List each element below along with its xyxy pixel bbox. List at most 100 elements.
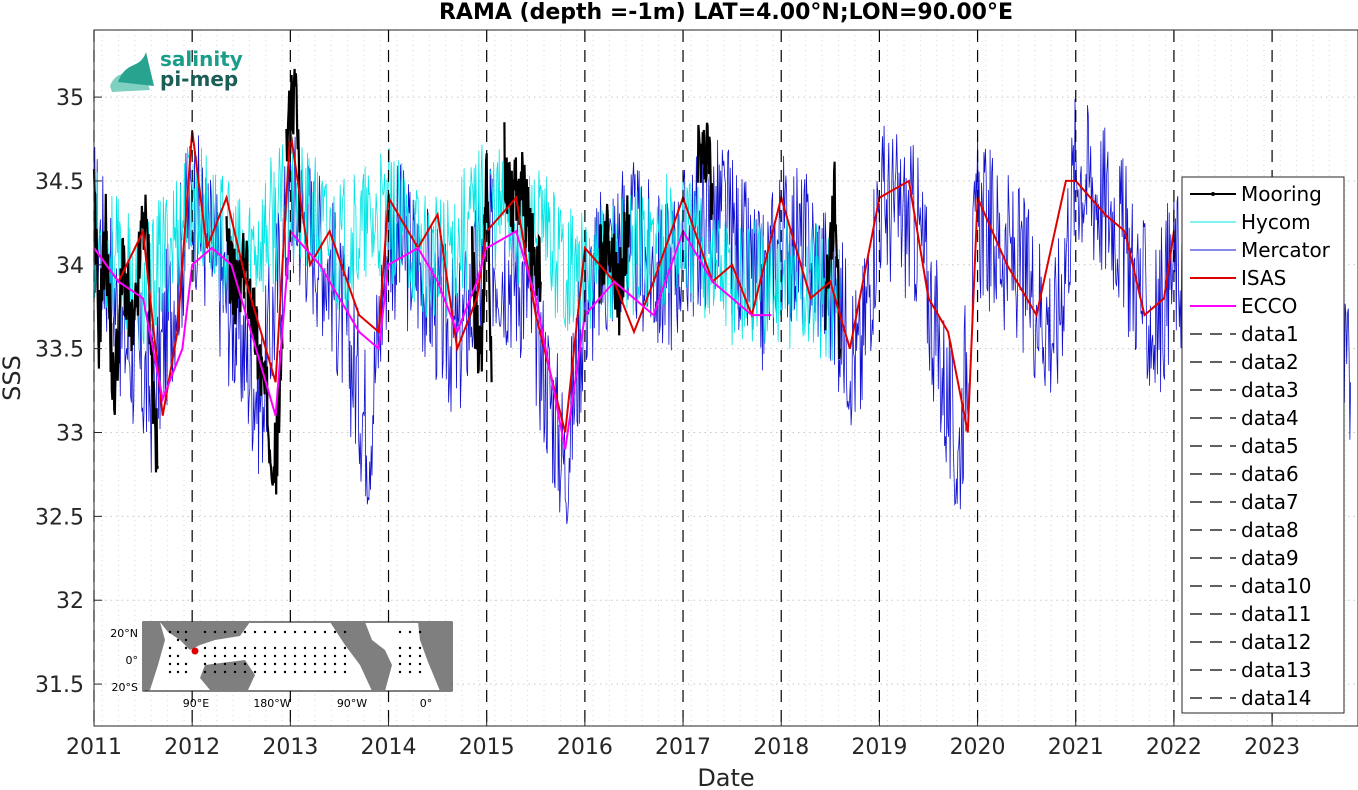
inset-mooring-dot [333,630,337,634]
inset-lon-label-90e: 90°E [183,697,209,710]
legend-marker [1211,192,1215,196]
inset-mooring-dot [223,630,227,634]
inset-lat-label-20n: 20°N [110,627,138,640]
inset-mooring-dot [343,662,347,666]
inset-mooring-dot [253,662,257,666]
inset-mooring-dot [283,662,287,666]
inset-map-landmass-americas [330,622,392,691]
inset-mooring-dot [323,630,327,634]
inset-mooring-dot [333,670,337,674]
inset-mooring-dot [213,630,217,634]
inset-mooring-dot [223,646,227,650]
x-tick-label: 2012 [164,735,220,760]
y-tick-label: 32.5 [35,505,84,530]
inset-mooring-dot [233,662,237,666]
series-mooring-segment [225,216,284,495]
series-mercator-line [93,98,1351,525]
y-axis-label: SSS [0,355,26,401]
x-tick-label: 2013 [262,735,318,760]
inset-selected-mooring-marker [191,647,199,655]
inset-map-landmass-asia [160,622,250,650]
y-tick-label: 33.5 [35,338,84,363]
inset-mooring-dot [418,630,422,634]
series-mooring-segment [824,161,842,360]
inset-mooring-dot [273,646,277,650]
inset-mooring-dot [203,662,207,666]
legend-label: data13 [1241,658,1312,682]
inset-mooring-dot [223,670,227,674]
x-tick-label: 2015 [459,735,515,760]
inset-mooring-dot [176,670,180,674]
legend-label: data3 [1241,378,1299,402]
inset-mooring-dot [213,646,217,650]
x-tick-label: 2020 [950,735,1006,760]
series-mooring-segment [696,122,714,220]
x-tick-label: 2018 [753,735,809,760]
grid [94,30,1358,726]
x-tick-label: 2016 [557,735,613,760]
inset-mooring-dot [273,670,277,674]
legend-label: data7 [1241,490,1299,514]
logo-line1: salinity [160,47,243,71]
inset-mooring-dot [273,630,277,634]
y-tick-label: 31.5 [35,673,84,698]
x-tick-label: 2023 [1244,735,1300,760]
inset-mooring-dot [408,662,412,666]
inset-mooring-dot [283,630,287,634]
series-hycom-line [93,137,841,361]
inset-mooring-dot [333,646,337,650]
inset-lon-label-0: 0° [420,697,433,710]
inset-mooring-dot [168,670,172,674]
legend-label: Mercator [1241,238,1331,262]
inset-mooring-dot [263,662,267,666]
inset-mooring-dot [313,630,317,634]
inset-mooring-dot [398,646,402,650]
inset-mooring-dot [176,638,180,642]
inset-mooring-dot [213,662,217,666]
inset-mooring-dot [243,646,247,650]
inset-mooring-dots [168,630,422,674]
inset-mooring-dot [293,670,297,674]
inset-mooring-dot [313,646,317,650]
inset-mooring-dot [184,638,188,642]
x-tick-label: 2011 [66,735,122,760]
legend-label: data5 [1241,434,1299,458]
inset-mooring-dot [243,630,247,634]
inset-mooring-dot [243,662,247,666]
inset-mooring-dot [203,646,207,650]
legend-label: data6 [1241,462,1299,486]
series-mooring-segment [503,122,542,302]
inset-mooring-dot [168,662,172,666]
inset-mooring-dot [273,662,277,666]
legend-label: data4 [1241,406,1299,430]
legend-label: ECCO [1241,294,1297,318]
legend-label: data12 [1241,630,1312,654]
x-axis-label: Date [697,764,754,790]
series-mooring-segment [598,195,631,336]
inset-mooring-dot [418,670,422,674]
inset-mooring-dot [233,630,237,634]
inset-mooring-dot [176,654,180,658]
inset-map-landmass-australia [200,660,255,690]
legend-label: data10 [1241,574,1312,598]
inset-mooring-dot [293,630,297,634]
inset-lon-label-180w: 180°W [253,697,290,710]
inset-mooring-dot [408,630,412,634]
inset-mooring-dot [233,654,237,658]
inset-mooring-dot [303,646,307,650]
inset-mooring-dot [323,646,327,650]
x-tick-label: 2021 [1048,735,1104,760]
inset-mooring-dot [223,654,227,658]
x-axis-ticks: 2011 2012 2013 2014 2015 2016 2017 2018 2019 2020… [66,718,1300,760]
inset-lat-label-20s: 20°S [112,681,138,694]
x-tick-label: 2019 [851,735,907,760]
inset-mooring-dot [343,630,347,634]
inset-mooring-dot [233,646,237,650]
axes-frame [93,29,1358,727]
inset-mooring-dot [293,646,297,650]
inset-mooring-dot [203,630,207,634]
inset-mooring-dot [323,662,327,666]
inset-mooring-dot [253,670,257,674]
y-tick-label: 32 [56,589,84,614]
inset-mooring-dot [203,654,207,658]
